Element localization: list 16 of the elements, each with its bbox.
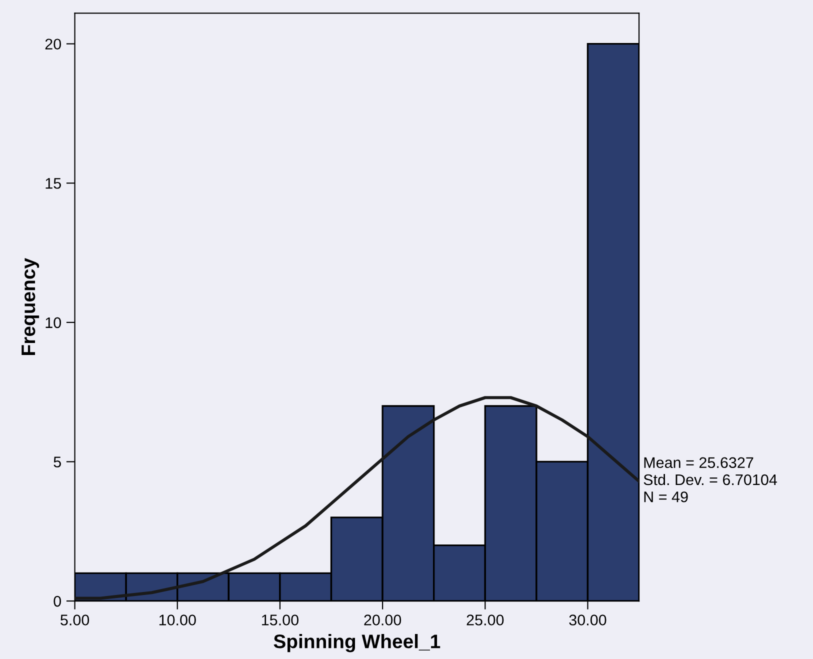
y-axis-title: Frequency (22, 258, 40, 355)
x-tick-label: 10.00 (159, 614, 196, 626)
x-axis-title: Spinning Wheel_1 (274, 634, 440, 652)
x-tick-label: 20.00 (364, 614, 402, 626)
x-tick-label: 25.00 (466, 614, 504, 626)
y-tick-label: 20 (45, 38, 62, 50)
x-tick-label: 30.00 (569, 614, 606, 626)
y-tick-label: 0 (54, 596, 62, 607)
y-tick-label: 15 (46, 178, 61, 189)
y-tick-label: 10 (46, 317, 62, 328)
x-tick-label: 5.00 (60, 614, 90, 626)
y-tick-label: 5 (54, 456, 61, 468)
x-tick-label: 15.00 (262, 614, 298, 626)
text: Std. Dev. = 6.70104 (644, 474, 777, 486)
text: N = 49 (644, 491, 688, 502)
text: Mean = 25.6327 (644, 457, 754, 468)
